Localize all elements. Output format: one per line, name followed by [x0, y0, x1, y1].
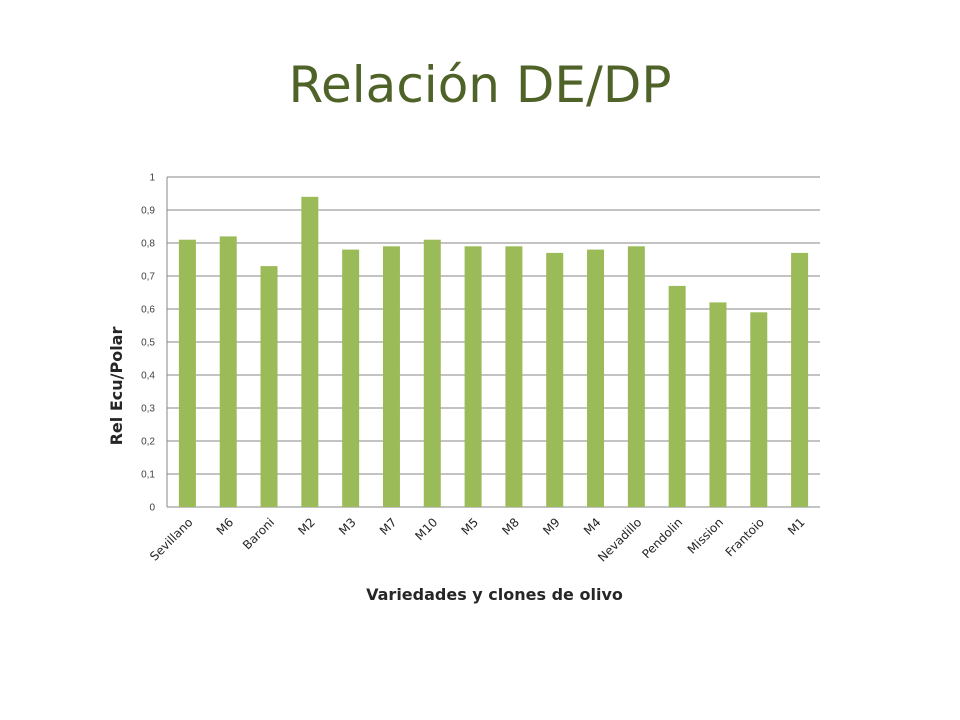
- y-tick-label: 0,4: [141, 371, 155, 382]
- y-tick-label: 0,3: [141, 404, 155, 415]
- bar-m8: [505, 246, 523, 508]
- bar-nevadillo: [627, 246, 645, 508]
- bar-frantoio: [750, 312, 768, 507]
- x-tick-label: M2: [295, 515, 318, 538]
- y-tick-label: 0,1: [141, 470, 155, 481]
- bars: [178, 196, 809, 508]
- x-tick-label: Frantoio: [723, 515, 767, 559]
- bar-m1: [791, 252, 809, 507]
- y-tick-label: 0: [149, 503, 155, 514]
- y-tick-labels: 0 0,1 0,2 0,3 0,4 0,5 0,6 0,7 0,8 0,9 1: [141, 173, 155, 514]
- y-tick-label: 1: [149, 173, 155, 184]
- bar-pendolin: [668, 285, 686, 507]
- bar-m2: [301, 196, 319, 508]
- x-axis-title: Variedades y clones de olivo: [366, 585, 623, 604]
- x-tick-label: M10: [412, 515, 440, 543]
- bar-sevillano: [178, 239, 196, 507]
- bar-baroni: [260, 266, 278, 507]
- x-tick-label: Baroni: [240, 515, 277, 552]
- y-tick-label: 0,9: [141, 206, 155, 217]
- y-tick-label: 0,2: [141, 437, 155, 448]
- bar-m7: [382, 246, 400, 508]
- x-tick-label: M4: [581, 515, 604, 538]
- x-tick-label: M6: [214, 515, 237, 538]
- y-tick-label: 0,7: [141, 272, 155, 283]
- bar-m10: [423, 239, 441, 507]
- x-tick-label: M8: [499, 515, 522, 538]
- x-tick-labels: Sevillano M6 Baroni M2 M3 M7 M10 M5 M8 M9 M4Nevadi…: [147, 515, 808, 564]
- x-tick-label: Sevillano: [147, 515, 195, 563]
- bar-m9: [546, 252, 564, 507]
- bar-m3: [342, 249, 360, 507]
- y-tick-label: 0,5: [141, 338, 155, 349]
- x-tick-label: Mission: [685, 515, 726, 556]
- bar-m6: [219, 236, 237, 507]
- bar-mission: [709, 302, 727, 507]
- x-tick-label: M5: [459, 515, 482, 538]
- y-tick-label: 0,6: [141, 305, 155, 316]
- x-tick-label: M9: [540, 515, 563, 538]
- x-tick-label: M3: [336, 515, 359, 538]
- x-tick-label: M7: [377, 515, 400, 538]
- y-axis-title: Rel Ecu/Polar: [107, 327, 126, 446]
- x-tick-label: M1: [785, 515, 808, 538]
- slide-title: Relación DE/DP: [288, 56, 672, 114]
- bar-m4: [587, 249, 605, 507]
- y-tick-label: 0,8: [141, 239, 155, 250]
- bar-m5: [464, 246, 482, 508]
- x-tick-label: Pendolin: [639, 515, 685, 561]
- x-tick-label: Nevadillo: [595, 515, 644, 564]
